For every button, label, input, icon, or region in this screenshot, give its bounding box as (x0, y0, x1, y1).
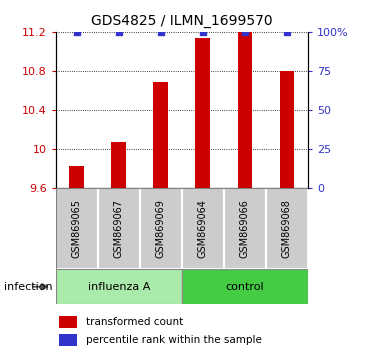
Bar (59, 316, 77, 328)
Bar (140, 188, 182, 269)
Text: GSM869064: GSM869064 (198, 199, 208, 258)
Point (74, 29, 80, 35)
Bar (182, 188, 224, 269)
Bar (69, 166, 84, 188)
Bar (59, 334, 77, 346)
Bar (56, 269, 182, 304)
Text: infection: infection (4, 282, 52, 292)
Bar (237, 32, 252, 188)
Point (158, 29, 164, 35)
Text: GSM869068: GSM869068 (282, 199, 292, 258)
Text: transformed count: transformed count (86, 317, 183, 327)
Bar (224, 188, 266, 269)
Point (284, 29, 290, 35)
Text: control: control (226, 282, 264, 292)
Bar (280, 71, 294, 188)
Bar (154, 82, 168, 188)
Text: percentile rank within the sample: percentile rank within the sample (86, 335, 262, 345)
Bar (98, 188, 140, 269)
Text: GSM869067: GSM869067 (114, 199, 124, 258)
Text: GSM869065: GSM869065 (72, 199, 82, 258)
Text: GSM869069: GSM869069 (156, 199, 166, 258)
Text: influenza A: influenza A (88, 282, 150, 292)
Bar (56, 188, 98, 269)
Point (116, 29, 122, 35)
Title: GDS4825 / ILMN_1699570: GDS4825 / ILMN_1699570 (91, 14, 273, 28)
Point (200, 29, 206, 35)
Point (242, 29, 248, 35)
Bar (182, 269, 308, 304)
Bar (111, 142, 126, 188)
Bar (266, 188, 308, 269)
Text: GSM869066: GSM869066 (240, 199, 250, 258)
Bar (196, 38, 210, 188)
